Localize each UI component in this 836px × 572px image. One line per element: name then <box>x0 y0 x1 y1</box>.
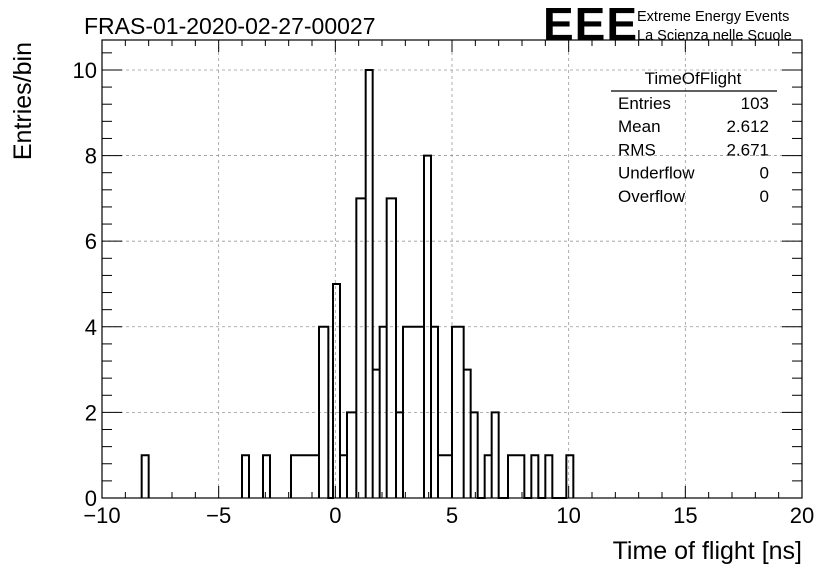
x-tick-label: 0 <box>329 503 341 528</box>
x-tick-label: 15 <box>673 503 697 528</box>
stats-rows: Entries 103 Mean 2.612 RMS 2.671 Underflow 0 Ove… <box>618 94 769 206</box>
x-tick-label: 10 <box>556 503 580 528</box>
y-tick-label: 10 <box>73 58 97 83</box>
y-tick-label: 2 <box>85 400 97 425</box>
stats-row-value: 0 <box>760 164 769 183</box>
histogram-step-line <box>140 68 575 499</box>
stats-row-label: Underflow <box>618 164 695 183</box>
y-tick-label: 4 <box>85 315 97 340</box>
stats-row-value: 103 <box>741 94 769 113</box>
x-tick-labels: −10 −5 0 5 10 15 20 <box>83 503 814 528</box>
x-tick-label: −5 <box>206 503 231 528</box>
y-tick-label: 0 <box>85 486 97 511</box>
stats-row-value: 2.612 <box>726 117 769 136</box>
y-axis-label: Entries/bin <box>9 42 37 160</box>
stats-box-title: TimeOfFlight <box>645 69 742 88</box>
stats-row-label: Overflow <box>618 187 686 206</box>
eee-logo: EEE <box>543 0 638 50</box>
y-tick-label: 8 <box>85 144 97 169</box>
stats-row-label: Entries <box>618 94 671 113</box>
logo-subtitle-2: La Scienza nelle Scuole <box>637 28 792 44</box>
stats-row-value: 2.671 <box>726 140 769 159</box>
stats-box: TimeOfFlight Entries 103 Mean 2.612 RMS 2.671… <box>611 69 777 206</box>
logo-subtitle-1: Extreme Energy Events <box>637 9 789 25</box>
y-tick-labels: 0 2 4 6 8 10 <box>73 58 97 511</box>
x-axis-label: Time of flight [ns] <box>613 537 802 565</box>
chart-title: FRAS-01-2020-02-27-00027 <box>84 13 376 39</box>
stats-row-value: 0 <box>760 187 769 206</box>
x-tick-label: 20 <box>790 503 814 528</box>
stats-row-label: RMS <box>618 140 656 159</box>
axis-ticks <box>101 40 803 499</box>
y-tick-label: 6 <box>85 229 97 254</box>
x-tick-label: 5 <box>446 503 458 528</box>
x-tick-label: −10 <box>83 503 120 528</box>
stats-row-label: Mean <box>618 117 661 136</box>
